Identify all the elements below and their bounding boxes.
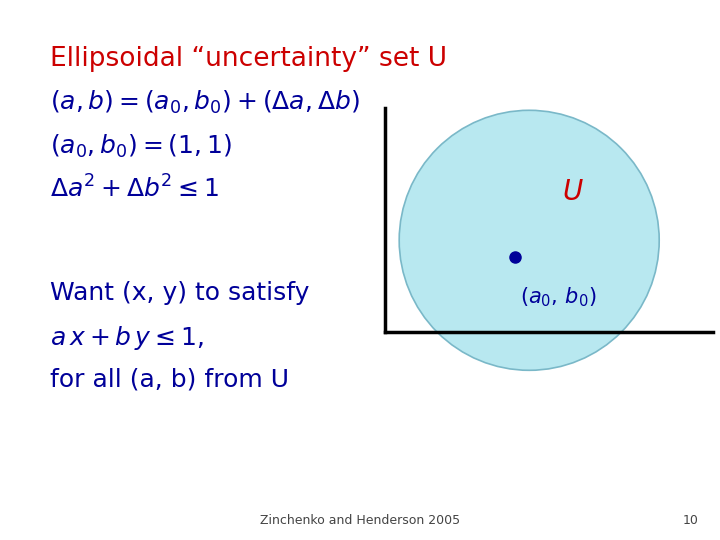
Text: $a\,x + b\,y \leq 1,$: $a\,x + b\,y \leq 1,$ <box>50 324 204 352</box>
Text: U: U <box>562 178 582 206</box>
Text: 10: 10 <box>683 514 698 526</box>
Text: $\Delta a^2 + \Delta b^2 \leq 1$: $\Delta a^2 + \Delta b^2 \leq 1$ <box>50 176 220 202</box>
Text: Zinchenko and Henderson 2005: Zinchenko and Henderson 2005 <box>260 514 460 526</box>
Text: $(a, b) = (a_0, b_0) + (\Delta a, \Delta b)$: $(a, b) = (a_0, b_0) + (\Delta a, \Delta… <box>50 89 360 116</box>
Text: Ellipsoidal “uncertainty” set U: Ellipsoidal “uncertainty” set U <box>50 46 447 72</box>
Text: $(a_0,\, b_0)$: $(a_0,\, b_0)$ <box>520 285 596 309</box>
Ellipse shape <box>399 110 660 370</box>
Text: Want (x, y) to satisfy: Want (x, y) to satisfy <box>50 281 310 305</box>
Text: for all (a, b) from U: for all (a, b) from U <box>50 367 289 391</box>
Text: $(a_0, b_0) = (1, 1)$: $(a_0, b_0) = (1, 1)$ <box>50 132 233 159</box>
